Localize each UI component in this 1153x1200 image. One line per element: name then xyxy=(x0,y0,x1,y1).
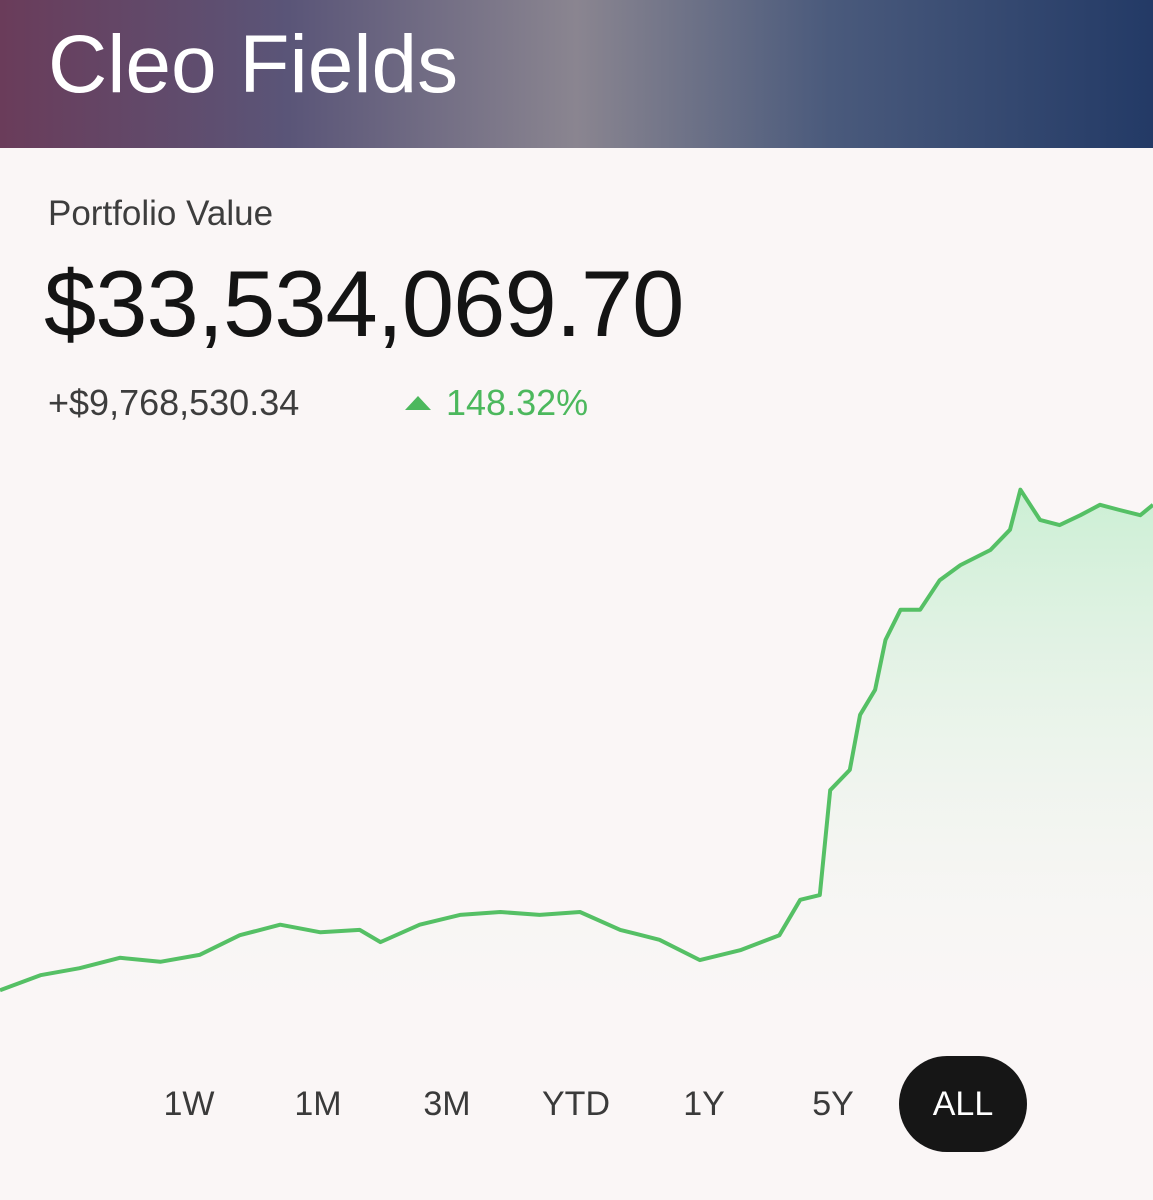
range-button[interactable]: 1M xyxy=(294,1084,342,1123)
range-button[interactable]: 5Y xyxy=(812,1084,854,1123)
portfolio-value: $33,534,069.70 xyxy=(44,251,684,356)
portfolio-change-percent: 148.32% xyxy=(446,382,589,423)
header-title: Cleo Fields xyxy=(48,19,459,110)
range-button[interactable]: 3M xyxy=(423,1084,471,1123)
header: Cleo Fields xyxy=(0,0,1153,148)
portfolio-change: +$9,768,530.34 xyxy=(48,382,300,423)
range-button[interactable]: YTD xyxy=(542,1084,610,1123)
range-button[interactable]: 1Y xyxy=(683,1084,725,1123)
chart xyxy=(0,487,1153,1050)
portfolio-label: Portfolio Value xyxy=(48,194,274,233)
range-button[interactable]: ALL xyxy=(899,1056,1027,1152)
up-arrow xyxy=(405,396,431,410)
line xyxy=(0,487,1153,993)
range-button[interactable]: 1W xyxy=(163,1084,215,1123)
area-fill xyxy=(0,489,1153,1050)
